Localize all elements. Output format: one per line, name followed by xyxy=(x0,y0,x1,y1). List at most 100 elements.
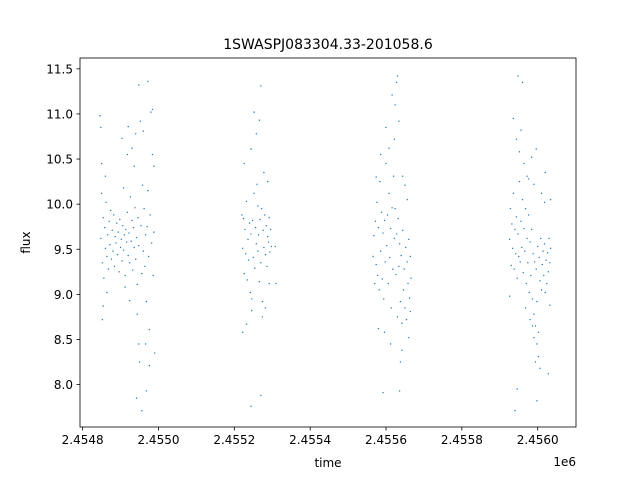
data-point xyxy=(103,226,106,229)
data-point xyxy=(398,243,401,245)
data-point xyxy=(140,225,142,227)
data-point xyxy=(375,176,377,178)
data-point xyxy=(402,229,404,232)
data-point xyxy=(112,250,114,252)
data-point xyxy=(245,323,248,325)
data-point xyxy=(383,298,385,300)
y-tick-label: 10.0 xyxy=(46,198,73,212)
data-point xyxy=(141,410,143,412)
data-point xyxy=(261,316,264,318)
data-point xyxy=(389,343,392,345)
data-point xyxy=(114,235,116,238)
data-point xyxy=(547,271,550,273)
data-point xyxy=(527,214,530,216)
data-point xyxy=(525,282,528,285)
data-point xyxy=(406,261,408,263)
data-point xyxy=(409,310,411,313)
data-point xyxy=(106,291,108,294)
data-point xyxy=(514,228,516,231)
x-axis-offset-label: 1e6 xyxy=(553,455,576,469)
data-point xyxy=(254,226,257,229)
data-point xyxy=(544,171,546,174)
data-point xyxy=(245,253,247,255)
data-point xyxy=(125,228,127,231)
x-axis-label: time xyxy=(314,456,341,470)
data-point xyxy=(107,268,110,270)
data-point xyxy=(378,289,380,291)
data-point xyxy=(262,229,264,232)
data-point xyxy=(393,237,396,240)
data-point xyxy=(250,405,252,407)
data-point xyxy=(543,201,546,204)
data-point xyxy=(150,111,152,113)
y-axis-label: flux xyxy=(19,231,33,253)
data-point xyxy=(521,198,524,201)
data-point xyxy=(408,238,410,241)
data-point xyxy=(406,198,408,201)
data-point xyxy=(530,156,533,158)
y-tick-label: 9.0 xyxy=(54,288,73,302)
data-point xyxy=(531,298,534,300)
data-point xyxy=(245,200,248,203)
x-tick-label: 2.4554 xyxy=(289,433,331,447)
data-point xyxy=(121,260,123,262)
data-point xyxy=(259,218,261,221)
data-point xyxy=(375,263,377,266)
data-point xyxy=(260,262,262,264)
y-axis: 8.0 8.5 9.0 9.5 10.0 10.5 11.0 11.5 xyxy=(46,62,80,392)
data-point xyxy=(539,367,541,370)
data-point xyxy=(518,151,521,153)
data-point xyxy=(142,130,145,132)
data-point xyxy=(265,225,267,227)
data-point xyxy=(529,241,531,243)
data-point xyxy=(404,307,406,309)
data-point xyxy=(513,268,515,270)
data-point xyxy=(153,165,155,167)
data-point xyxy=(402,289,405,291)
data-point xyxy=(138,343,140,345)
data-point xyxy=(512,192,515,195)
data-point xyxy=(110,209,112,212)
data-point xyxy=(524,307,527,309)
data-point xyxy=(153,231,155,233)
data-point xyxy=(100,192,103,195)
data-point xyxy=(263,246,265,249)
data-point xyxy=(246,279,248,281)
data-point xyxy=(263,214,266,216)
data-point xyxy=(148,364,151,367)
data-point xyxy=(251,309,253,312)
data-point xyxy=(388,192,390,195)
data-point xyxy=(537,355,540,358)
data-point xyxy=(120,238,123,241)
data-point xyxy=(511,247,514,250)
data-point xyxy=(385,162,387,165)
data-point xyxy=(253,111,255,113)
data-point xyxy=(145,390,148,392)
data-point xyxy=(516,388,518,390)
data-point xyxy=(260,207,263,210)
data-point xyxy=(515,216,518,218)
data-point xyxy=(121,137,123,139)
data-point xyxy=(241,247,244,250)
data-point xyxy=(101,318,104,321)
data-point xyxy=(533,183,535,186)
x-tick-label: 2.4550 xyxy=(137,433,179,447)
data-point xyxy=(115,242,117,244)
data-point xyxy=(389,256,391,259)
data-point xyxy=(398,390,401,392)
data-point xyxy=(536,400,538,402)
x-tick-label: 2.4548 xyxy=(62,433,104,447)
data-point xyxy=(248,259,250,261)
data-point xyxy=(243,272,245,275)
data-point xyxy=(391,207,393,209)
data-point xyxy=(534,361,537,363)
data-point xyxy=(541,263,543,266)
data-point xyxy=(508,238,511,241)
data-point xyxy=(514,410,516,412)
data-point xyxy=(253,192,255,195)
data-point xyxy=(135,397,138,399)
data-point xyxy=(386,244,388,247)
data-point xyxy=(515,253,517,255)
